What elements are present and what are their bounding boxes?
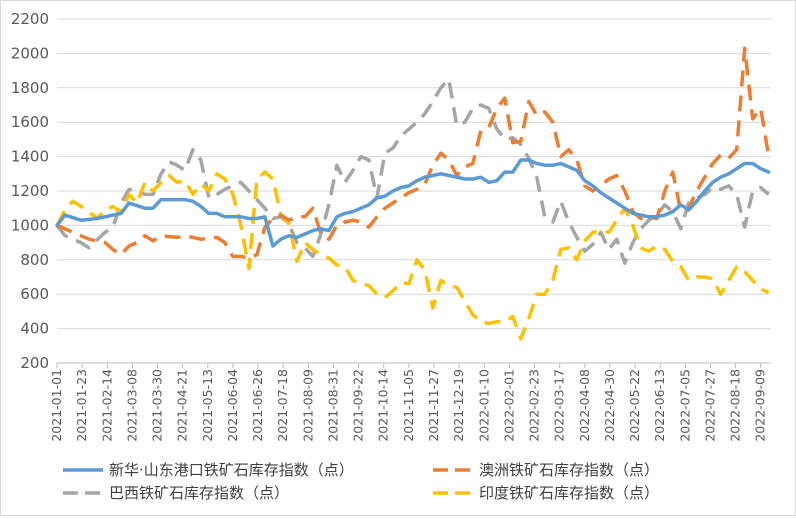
x-tick-label: 2021-08-09: [300, 369, 315, 442]
y-tick-label: 1400: [11, 148, 49, 166]
series-line-1: [55, 158, 771, 248]
y-tick-label: 1200: [11, 182, 49, 200]
y-tick-label: 600: [20, 285, 49, 303]
y-tick-label: 1000: [11, 216, 49, 234]
x-tick-label: 2021-04-21: [175, 369, 190, 442]
x-tick-label: 2022-09-09: [753, 369, 768, 442]
x-tick-label: 2022-05-22: [627, 369, 642, 442]
x-tick-label: 2022-07-27: [702, 369, 717, 442]
series-line-4: [55, 170, 770, 341]
grid-lines: [57, 18, 771, 330]
x-tick-label: 2022-07-05: [677, 369, 692, 442]
legend: 新华·山东港口铁矿石库存指数（点） 澳洲铁矿石库存指数（点） 巴西铁矿石库存指数（点…: [63, 461, 659, 502]
x-tick-label: 2022-02-23: [527, 369, 542, 442]
x-tick-label: 2022-02-01: [501, 369, 516, 442]
x-tick-label: 2022-08-18: [728, 369, 743, 442]
series-layer: [55, 46, 771, 341]
y-tick-label: 400: [20, 320, 49, 338]
y-tick-label: 1800: [11, 79, 49, 97]
legend-label-3: 巴西铁矿石库存指数（点）: [109, 484, 289, 502]
x-tick-label: 2021-11-27: [426, 369, 441, 442]
x-tick-label: 2021-02-14: [99, 369, 114, 442]
x-tick-label: 2021-10-14: [376, 369, 391, 442]
x-tick-label: 2021-06-04: [225, 369, 240, 442]
legend-label-4: 印度铁矿石库存指数（点）: [479, 484, 659, 502]
series-line-2: [56, 46, 771, 260]
y-tick-label: 2000: [11, 44, 49, 62]
x-tick-label: 2021-01-01: [49, 369, 64, 442]
legend-label-2: 澳洲铁矿石库存指数（点）: [479, 461, 659, 479]
x-tick-label: 2021-01-23: [74, 369, 89, 442]
x-tick-label: 2022-06-13: [652, 369, 667, 442]
y-tick-label: 200: [20, 354, 49, 372]
x-tick-label: 2021-08-31: [325, 369, 340, 442]
y-tick-label: 2200: [11, 10, 49, 28]
x-tick-label: 2021-07-18: [275, 369, 290, 442]
series-line-3: [55, 77, 770, 265]
x-tick-label: 2022-04-30: [602, 369, 617, 442]
x-tick-label: 2021-03-08: [124, 369, 139, 442]
y-tick-label: 800: [20, 251, 49, 269]
x-tick-label: 2021-06-26: [250, 369, 265, 442]
x-tick-label: 2021-03-30: [150, 369, 165, 442]
x-tick-label: 2021-11-05: [401, 369, 416, 442]
x-tick-label: 2021-12-19: [451, 369, 466, 442]
y-axis-ticks: 200 400 600 800 1000 1200 1400 1600 1800 2000 2200: [11, 10, 49, 372]
x-tick-label: 2022-04-08: [577, 369, 592, 442]
x-tick-label: 2021-09-22: [351, 369, 366, 442]
y-tick-label: 1600: [11, 113, 49, 131]
x-tick-label: 2021-05-13: [200, 369, 215, 442]
x-axis-ticks: 2021-01-01 2021-01-23 2021-02-14 2021-03-08…: [49, 363, 768, 442]
x-tick-label: 2022-03-17: [552, 369, 567, 442]
x-tick-label: 2022-01-10: [476, 369, 491, 442]
legend-label-1: 新华·山东港口铁矿石库存指数（点）: [109, 461, 354, 479]
